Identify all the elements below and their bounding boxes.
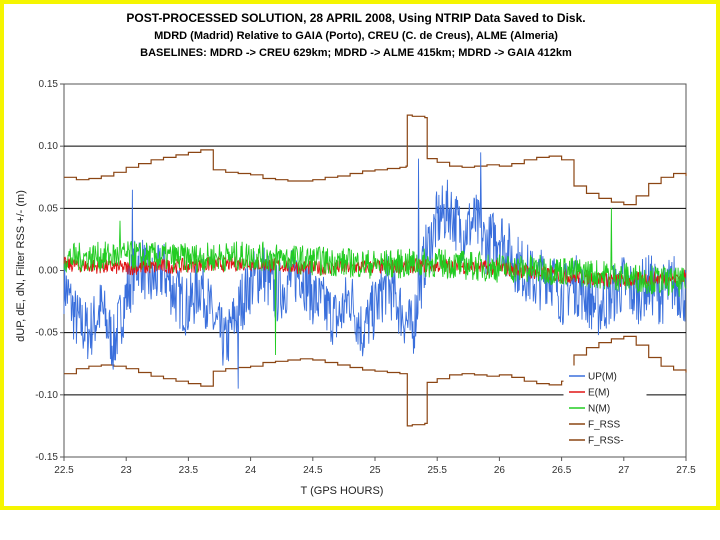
y-tick-label: 0.15: [39, 79, 59, 90]
legend-label-f-rss: F_RSS-: [588, 436, 624, 447]
chart-title: POST-PROCESSED SOLUTION, 28 APRIL 2008, …: [126, 11, 585, 59]
series-group: [63, 114, 687, 427]
y-axis-ticks: -0.15 -0.10 -0.05 0.00 0.05 0.10 0.15: [35, 79, 64, 463]
x-tick-label: 22.5: [54, 465, 74, 476]
title-line-3: BASELINES: MDRD -> CREU 629km; MDRD -> A…: [140, 47, 572, 59]
legend-label-up-m: UP(M): [588, 372, 617, 383]
legend-label-n-m: N(M): [588, 404, 610, 415]
y-tick-label: -0.05: [35, 328, 58, 339]
x-tick-label: 25.5: [427, 465, 447, 476]
x-tick-label: 26.5: [552, 465, 572, 476]
y-tick-label: -0.10: [35, 390, 58, 401]
x-tick-label: 27.5: [676, 465, 696, 476]
x-tick-label: 24.5: [303, 465, 323, 476]
series-line-up-m: [63, 152, 687, 389]
title-line-1: POST-PROCESSED SOLUTION, 28 APRIL 2008, …: [126, 11, 585, 25]
legend: UP(M) E(M) N(M) F_RSS F_RSS-: [563, 365, 647, 449]
legend-label-e-m: E(M): [588, 388, 610, 399]
x-tick-label: 23.5: [179, 465, 199, 476]
y-tick-label: 0.00: [39, 266, 59, 277]
x-tick-label: 24: [245, 465, 257, 476]
series-line-n-m: [63, 208, 687, 356]
y-tick-label: 0.05: [39, 203, 59, 214]
y-tick-label: -0.15: [35, 452, 58, 463]
x-tick-label: 25: [369, 465, 381, 476]
x-tick-label: 23: [121, 465, 133, 476]
x-tick-label: 26: [494, 465, 506, 476]
x-axis-ticks: 22.5 23 23.5 24 24.5 25 25.5 26 26.5 27 27.5: [54, 457, 696, 476]
x-tick-label: 27: [618, 465, 630, 476]
x-axis-label: T (GPS HOURS): [301, 485, 384, 497]
y-tick-label: 0.10: [39, 141, 59, 152]
y-axis-label: dUP, dE, dN, Filter RSS +/- (m): [15, 190, 27, 342]
series-line-f-rss: [64, 114, 687, 206]
legend-label-f-rss: F_RSS: [588, 420, 621, 431]
chart-canvas: POST-PROCESSED SOLUTION, 28 APRIL 2008, …: [15, 11, 696, 497]
title-line-2: MDRD (Madrid) Relative to GAIA (Porto), …: [154, 30, 558, 42]
legend-box: [563, 365, 647, 449]
chart-frame: POST-PROCESSED SOLUTION, 28 APRIL 2008, …: [0, 0, 720, 510]
series-line-f-rss: [64, 335, 687, 427]
